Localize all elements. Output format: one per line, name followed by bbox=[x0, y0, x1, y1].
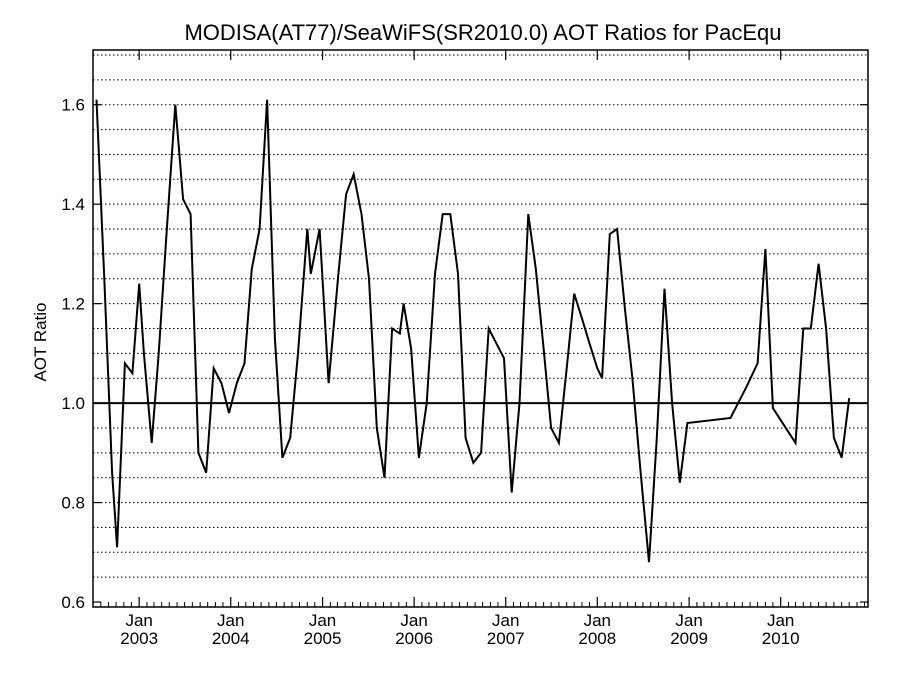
x-axis: Jan2003Jan2004Jan2005Jan2006Jan2007Jan20… bbox=[92, 50, 865, 648]
x-tick-year-label: 2008 bbox=[578, 629, 616, 648]
x-tick-year-label: 2010 bbox=[762, 629, 800, 648]
y-tick-label: 1.4 bbox=[61, 195, 85, 214]
series-line bbox=[95, 99, 851, 563]
x-tick-year-label: 2005 bbox=[304, 629, 342, 648]
y-tick-label: 1.6 bbox=[61, 96, 85, 115]
x-tick-month-label: Jan bbox=[492, 611, 519, 630]
y-axis: 0.6 0.8 1.0 1.2 1.4 1.6 bbox=[61, 96, 868, 612]
plot-frame bbox=[92, 49, 869, 608]
x-tick-month-label: Jan bbox=[584, 611, 611, 630]
y-tick-label: 0.8 bbox=[61, 494, 85, 513]
y-tick-label: 1.2 bbox=[61, 295, 85, 314]
chart-title: MODISA(AT77)/SeaWiFS(SR2010.0) AOT Ratio… bbox=[184, 20, 781, 45]
x-tick-year-label: 2006 bbox=[395, 629, 433, 648]
x-tick-month-label: Jan bbox=[309, 611, 336, 630]
x-tick-month-label: Jan bbox=[767, 611, 794, 630]
x-tick-year-label: 2009 bbox=[670, 629, 708, 648]
x-tick-month-label: Jan bbox=[675, 611, 702, 630]
x-tick-year-label: 2003 bbox=[120, 629, 158, 648]
y-tick-label: 1.0 bbox=[61, 394, 85, 413]
grid-lines bbox=[93, 54, 868, 578]
y-axis-label: AOT Ratio bbox=[31, 302, 50, 381]
y-tick-label: 0.6 bbox=[61, 593, 85, 612]
x-tick-month-label: Jan bbox=[125, 611, 152, 630]
x-tick-month-label: Jan bbox=[217, 611, 244, 630]
x-tick-year-label: 2007 bbox=[487, 629, 525, 648]
series-layer bbox=[95, 99, 851, 563]
x-tick-year-label: 2004 bbox=[212, 629, 250, 648]
x-tick-month-label: Jan bbox=[400, 611, 427, 630]
